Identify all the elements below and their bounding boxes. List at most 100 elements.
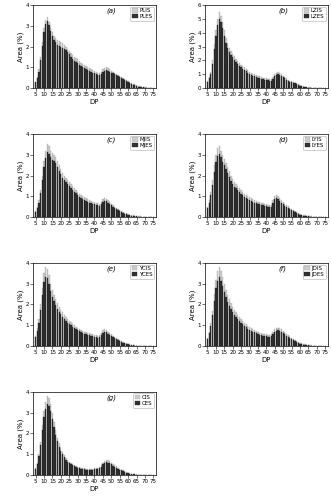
Bar (240, 319, 242, 346)
Bar (260, 335, 262, 346)
Bar (213, 165, 215, 217)
Bar (67, 319, 68, 346)
Bar (50, 412, 51, 475)
Bar (244, 70, 245, 88)
Bar (64, 315, 65, 346)
Bar (124, 344, 125, 346)
Bar (298, 214, 299, 217)
Bar (35, 82, 36, 88)
Bar (77, 330, 78, 346)
Bar (102, 464, 104, 475)
Bar (99, 468, 100, 475)
Bar (289, 209, 291, 217)
Bar (101, 202, 102, 217)
Bar (293, 338, 294, 346)
Bar (227, 295, 228, 346)
Bar (77, 59, 78, 88)
Bar (67, 52, 68, 88)
Bar (124, 472, 125, 475)
Bar (301, 344, 302, 346)
Bar (251, 75, 252, 88)
Bar (229, 300, 230, 346)
Bar (244, 323, 245, 346)
Bar (271, 206, 272, 217)
Bar (99, 73, 100, 88)
Bar (119, 76, 120, 88)
Bar (60, 451, 62, 475)
Bar (127, 214, 129, 217)
Bar (132, 85, 134, 88)
Bar (239, 63, 240, 88)
Bar (67, 322, 68, 346)
Bar (213, 44, 215, 88)
Bar (37, 76, 38, 88)
Bar (106, 199, 107, 217)
Bar (104, 332, 105, 346)
Bar (134, 216, 135, 217)
Bar (94, 73, 95, 88)
Bar (50, 158, 51, 217)
Bar (111, 70, 112, 88)
Bar (254, 330, 255, 346)
Bar (38, 456, 40, 475)
Bar (90, 334, 92, 346)
Bar (244, 68, 245, 88)
Bar (291, 210, 292, 217)
Bar (84, 468, 85, 475)
Bar (207, 339, 208, 346)
Bar (220, 16, 221, 88)
Bar (106, 70, 107, 88)
Bar (40, 57, 41, 88)
Bar (40, 193, 41, 217)
Bar (126, 343, 127, 346)
Bar (92, 336, 93, 346)
Bar (97, 203, 98, 217)
Bar (37, 330, 38, 346)
Bar (47, 144, 48, 217)
Bar (99, 76, 100, 88)
Bar (288, 208, 289, 217)
Bar (235, 188, 237, 217)
Bar (308, 216, 309, 217)
Bar (279, 328, 280, 346)
Bar (286, 336, 287, 346)
Bar (212, 310, 213, 346)
Bar (276, 74, 277, 88)
Bar (264, 204, 265, 217)
Bar (288, 206, 289, 217)
Bar (48, 22, 50, 88)
Bar (282, 77, 284, 88)
Bar (112, 72, 114, 88)
Bar (251, 328, 252, 346)
Bar (60, 42, 62, 88)
Bar (281, 200, 282, 217)
Bar (99, 467, 100, 475)
Bar (40, 60, 41, 88)
Bar (209, 77, 210, 88)
Bar (85, 66, 87, 88)
Bar (97, 205, 98, 217)
Bar (249, 72, 250, 88)
Bar (47, 396, 48, 475)
Bar (303, 344, 304, 346)
Bar (47, 269, 48, 346)
Bar (134, 216, 135, 217)
Bar (262, 203, 263, 217)
Bar (127, 81, 129, 88)
Bar (291, 339, 292, 346)
Bar (124, 214, 125, 217)
Bar (107, 332, 109, 346)
Bar (52, 36, 53, 88)
Legend: PLIS, PLES: PLIS, PLES (130, 6, 154, 21)
Bar (132, 216, 134, 217)
Bar (289, 336, 291, 346)
Bar (281, 74, 282, 88)
Text: (d): (d) (279, 136, 289, 143)
Bar (43, 282, 45, 346)
Bar (293, 210, 294, 217)
Bar (256, 334, 257, 346)
Bar (104, 330, 105, 346)
Bar (47, 21, 48, 88)
Bar (127, 473, 129, 475)
Bar (289, 80, 291, 88)
